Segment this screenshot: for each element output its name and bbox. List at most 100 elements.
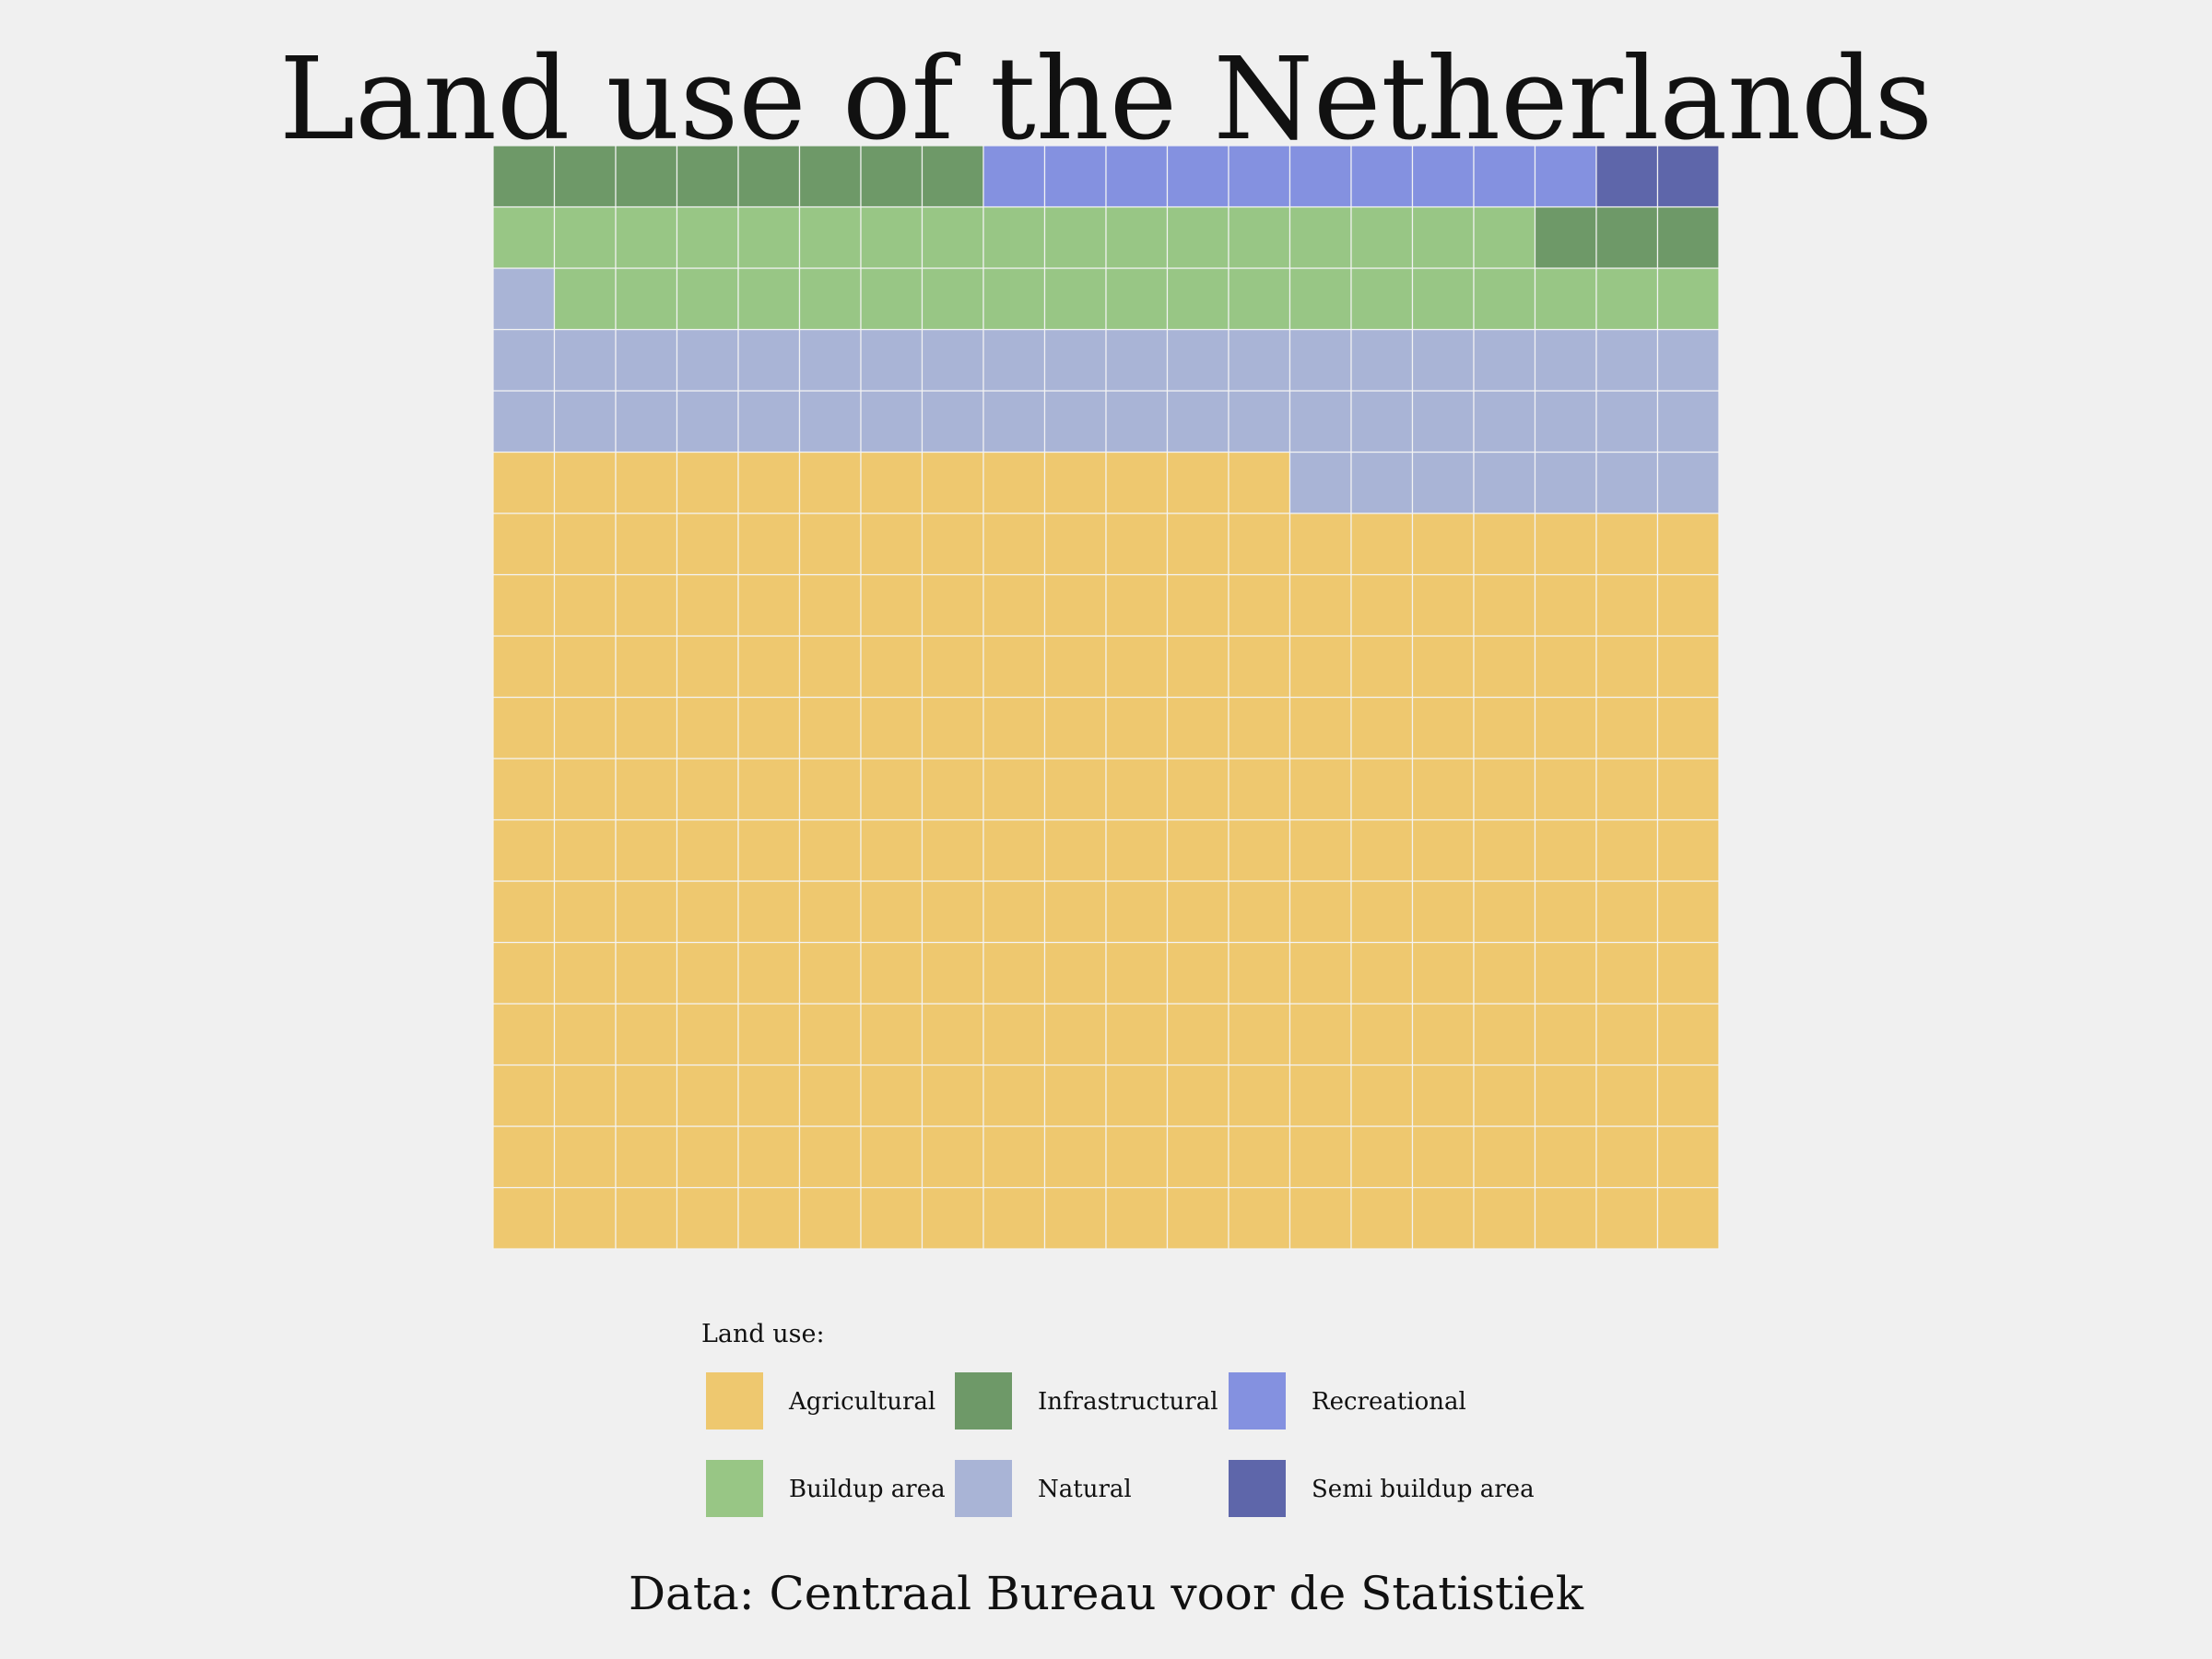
waffle-square-agricultural: [1288, 1186, 1352, 1250]
waffle-square-natural: [1228, 328, 1291, 392]
waffle-square-agricultural: [1656, 696, 1720, 759]
waffle-square-agricultural: [553, 1003, 617, 1066]
waffle-square-agricultural: [860, 1003, 924, 1066]
waffle-square-agricultural: [1350, 512, 1414, 576]
waffle-square-agricultural: [492, 635, 556, 699]
waffle-square-agricultural: [1656, 573, 1720, 637]
waffle-square-agricultural: [921, 758, 984, 821]
waffle-square-natural: [982, 390, 1046, 453]
waffle-square-agricultural: [1595, 1064, 1659, 1127]
waffle-square-agricultural: [1656, 1125, 1720, 1189]
waffle-square-natural: [1411, 390, 1475, 453]
waffle-square-agricultural: [1105, 512, 1169, 576]
waffle-square-agricultural: [921, 818, 984, 882]
waffle-square-agricultural: [1288, 635, 1352, 699]
waffle-square-agricultural: [1288, 696, 1352, 759]
waffle-square-agricultural: [492, 1003, 556, 1066]
chart-title: Land use of the Netherlands: [278, 33, 1934, 166]
waffle-square-agricultural: [798, 451, 862, 514]
waffle-square-natural: [737, 328, 801, 392]
waffle-square-buildup-area: [1473, 206, 1536, 269]
waffle-square-agricultural: [1411, 635, 1475, 699]
waffle-square-agricultural: [1534, 818, 1597, 882]
waffle-square-agricultural: [1595, 941, 1659, 1005]
waffle-square-agricultural: [860, 941, 924, 1005]
legend-title: Land use:: [701, 1320, 825, 1348]
legend-swatch-semi-buildup-area: [1229, 1460, 1286, 1517]
data-source-caption: Data: Centraal Bureau voor de Statistiek: [628, 1567, 1584, 1620]
waffle-square-agricultural: [1228, 1125, 1291, 1189]
waffle-square-agricultural: [921, 635, 984, 699]
waffle-square-natural: [553, 390, 617, 453]
waffle-square-agricultural: [982, 1003, 1046, 1066]
waffle-square-agricultural: [1473, 512, 1536, 576]
waffle-square-agricultural: [1105, 696, 1169, 759]
waffle-square-buildup-area: [798, 206, 862, 269]
waffle-square-agricultural: [1595, 573, 1659, 637]
waffle-square-agricultural: [1043, 573, 1107, 637]
waffle-square-natural: [1595, 328, 1659, 392]
waffle-square-agricultural: [553, 880, 617, 944]
waffle-square-agricultural: [1350, 1064, 1414, 1127]
waffle-square-recreational: [1228, 145, 1291, 208]
waffle-square-agricultural: [737, 941, 801, 1005]
waffle-square-agricultural: [615, 941, 678, 1005]
waffle-square-infrastructural: [860, 145, 924, 208]
waffle-square-agricultural: [1043, 635, 1107, 699]
waffle-square-agricultural: [1656, 1186, 1720, 1250]
waffle-square-agricultural: [1166, 696, 1230, 759]
waffle-square-agricultural: [1228, 818, 1291, 882]
waffle-square-natural: [1534, 451, 1597, 514]
waffle-square-agricultural: [1656, 635, 1720, 699]
waffle-square-buildup-area: [1228, 267, 1291, 331]
legend-label-agricultural: Agricultural: [789, 1388, 936, 1416]
waffle-square-natural: [798, 390, 862, 453]
waffle-square-infrastructural: [1656, 206, 1720, 269]
waffle-square-agricultural: [1043, 818, 1107, 882]
waffle-square-agricultural: [553, 635, 617, 699]
waffle-square-infrastructural: [737, 145, 801, 208]
waffle-square-agricultural: [982, 1186, 1046, 1250]
waffle-square-agricultural: [860, 880, 924, 944]
waffle-square-natural: [860, 328, 924, 392]
waffle-square-agricultural: [798, 758, 862, 821]
waffle-square-agricultural: [1288, 1125, 1352, 1189]
waffle-square-agricultural: [921, 941, 984, 1005]
waffle-square-agricultural: [1473, 880, 1536, 944]
waffle-square-agricultural: [1105, 818, 1169, 882]
waffle-square-buildup-area: [1228, 206, 1291, 269]
waffle-square-buildup-area: [1043, 267, 1107, 331]
waffle-square-agricultural: [615, 818, 678, 882]
waffle-square-agricultural: [860, 451, 924, 514]
waffle-square-infrastructural: [492, 145, 556, 208]
waffle-square-natural: [1350, 328, 1414, 392]
waffle-square-agricultural: [798, 1064, 862, 1127]
waffle-square-agricultural: [553, 512, 617, 576]
waffle-square-agricultural: [1534, 941, 1597, 1005]
waffle-square-agricultural: [1534, 1186, 1597, 1250]
waffle-square-buildup-area: [1350, 206, 1414, 269]
waffle-square-agricultural: [860, 573, 924, 637]
waffle-square-agricultural: [676, 941, 739, 1005]
waffle-square-buildup-area: [921, 267, 984, 331]
waffle-square-agricultural: [1043, 1125, 1107, 1189]
waffle-square-agricultural: [492, 512, 556, 576]
waffle-square-agricultural: [921, 573, 984, 637]
waffle-square-agricultural: [1043, 941, 1107, 1005]
legend-label-natural: Natural: [1038, 1476, 1132, 1503]
waffle-square-natural: [492, 390, 556, 453]
waffle-square-agricultural: [798, 880, 862, 944]
waffle-square-agricultural: [860, 1064, 924, 1127]
waffle-square-agricultural: [492, 1064, 556, 1127]
waffle-square-buildup-area: [1105, 206, 1169, 269]
waffle-square-agricultural: [1043, 1003, 1107, 1066]
waffle-square-natural: [1350, 451, 1414, 514]
waffle-square-infrastructural: [798, 145, 862, 208]
waffle-square-agricultural: [1166, 941, 1230, 1005]
waffle-square-agricultural: [798, 635, 862, 699]
waffle-square-agricultural: [615, 1064, 678, 1127]
waffle-square-agricultural: [1166, 1125, 1230, 1189]
waffle-square-agricultural: [921, 1003, 984, 1066]
waffle-square-agricultural: [982, 880, 1046, 944]
